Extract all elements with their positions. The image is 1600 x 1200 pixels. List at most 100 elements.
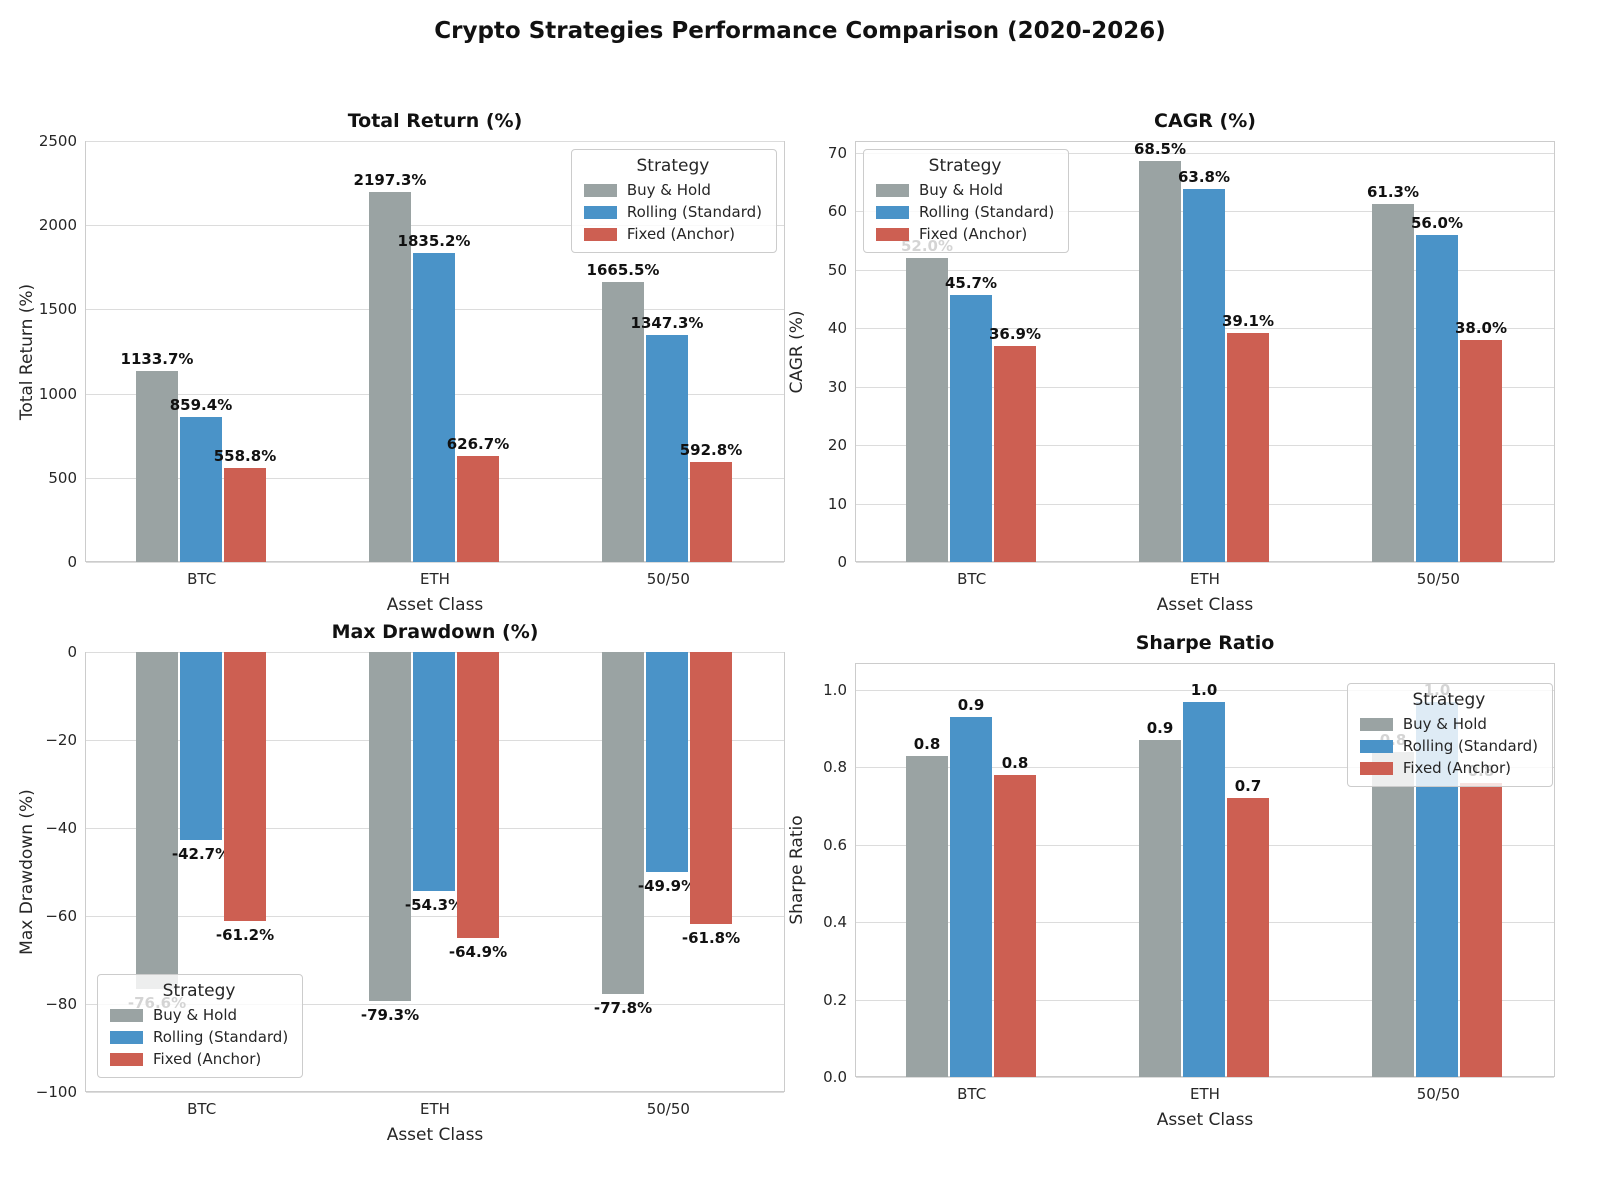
bar bbox=[906, 257, 948, 562]
legend-title: Strategy bbox=[636, 156, 710, 176]
legend-swatch-icon bbox=[876, 227, 909, 241]
bar-value-label: -54.3% bbox=[404, 895, 464, 914]
y-tick-label: 0.8 bbox=[823, 758, 847, 777]
subplot-total-return: Total Return (%) 0 500 1000 1500 2000 2500 1133… bbox=[0, 60, 800, 615]
x-axis-label: Asset Class bbox=[386, 1125, 484, 1145]
legend-item: Buy & Hold bbox=[110, 1006, 288, 1024]
bar bbox=[369, 191, 411, 562]
legend-swatch-icon bbox=[110, 1052, 143, 1066]
bar bbox=[602, 281, 644, 562]
bar bbox=[994, 346, 1036, 562]
subplot-title: Total Return (%) bbox=[347, 110, 523, 132]
y-tick-label: 0 bbox=[67, 643, 77, 661]
y-tick-label: 1000 bbox=[38, 384, 77, 403]
y-tick-label: 500 bbox=[48, 468, 77, 487]
y-tick-label: 0.6 bbox=[823, 835, 847, 854]
legend-item: Fixed (Anchor) bbox=[876, 225, 1054, 243]
bar bbox=[690, 652, 732, 924]
bar bbox=[180, 417, 222, 562]
legend-item-label: Buy & Hold bbox=[626, 181, 711, 199]
legend-swatch-icon bbox=[876, 183, 909, 197]
bar-value-label: 36.9% bbox=[988, 325, 1042, 344]
y-tick-label: 20 bbox=[827, 436, 847, 455]
legend-item-label: Buy & Hold bbox=[919, 181, 1004, 199]
bar-value-label: -77.8% bbox=[593, 999, 653, 1018]
bar-value-label: 2197.3% bbox=[353, 170, 427, 189]
x-tick-label: ETH bbox=[420, 570, 450, 588]
bar-value-label: 56.0% bbox=[1410, 213, 1464, 232]
bar bbox=[413, 252, 455, 562]
gridline bbox=[86, 1004, 784, 1005]
gridline bbox=[856, 562, 1554, 563]
y-tick-label: −60 bbox=[45, 907, 77, 925]
bar-value-label: 626.7% bbox=[446, 435, 510, 454]
gridline bbox=[86, 225, 784, 227]
y-tick-label: 1500 bbox=[38, 300, 77, 319]
bar bbox=[1460, 782, 1502, 1077]
subplot-sharpe-ratio: Sharpe Ratio 0.0 0.2 0.4 0.6 0.8 1.0 0.8 0.9 0.8 B… bbox=[787, 610, 1600, 1200]
bar bbox=[646, 335, 688, 562]
bar-value-label: -64.9% bbox=[448, 942, 508, 961]
bar-value-label: 45.7% bbox=[944, 273, 998, 292]
legend-swatch-icon bbox=[1359, 761, 1393, 775]
y-tick-label: 0.0 bbox=[823, 1068, 847, 1086]
y-tick-label: 0 bbox=[837, 553, 847, 571]
bar-value-label: 0.7 bbox=[1234, 777, 1262, 796]
legend-item: Rolling (Standard) bbox=[110, 1028, 288, 1046]
y-tick-label: 2000 bbox=[38, 216, 77, 235]
bar-value-label: 63.8% bbox=[1177, 167, 1231, 186]
legend-item-label: Rolling (Standard) bbox=[1402, 737, 1538, 755]
legend-item-label: Fixed (Anchor) bbox=[153, 1050, 262, 1068]
legend-swatch-icon bbox=[876, 205, 909, 219]
legend-title: Strategy bbox=[928, 156, 1002, 176]
gridline bbox=[856, 1077, 1554, 1078]
subplot-title: Sharpe Ratio bbox=[1135, 632, 1275, 654]
y-tick-label: 0.4 bbox=[823, 913, 847, 932]
x-tick-label: BTC bbox=[187, 1100, 217, 1118]
legend-swatch-icon bbox=[110, 1030, 143, 1044]
legend-item: Fixed (Anchor) bbox=[583, 225, 762, 243]
legend-item: Buy & Hold bbox=[583, 181, 762, 199]
gridline bbox=[86, 916, 784, 917]
bar-value-label: -79.3% bbox=[360, 1005, 420, 1024]
bar bbox=[1227, 798, 1269, 1077]
x-tick-label: 50/50 bbox=[646, 1100, 690, 1118]
legend-item-label: Buy & Hold bbox=[153, 1006, 238, 1024]
legend-title: Strategy bbox=[1412, 690, 1486, 710]
legend-item: Fixed (Anchor) bbox=[110, 1050, 288, 1068]
x-axis-label: Asset Class bbox=[386, 595, 484, 615]
legend-item: Buy & Hold bbox=[1359, 715, 1538, 733]
bar-value-label: -61.2% bbox=[215, 926, 275, 945]
bar bbox=[950, 294, 992, 562]
legend-swatch-icon bbox=[1359, 739, 1393, 753]
bar bbox=[1183, 188, 1225, 562]
gridline bbox=[86, 141, 784, 142]
bar bbox=[224, 467, 266, 562]
legend-swatch-icon bbox=[583, 205, 617, 219]
bar-value-label: 558.8% bbox=[213, 446, 277, 465]
y-axis-label: Total Return (%) bbox=[17, 283, 37, 420]
legend-item-label: Rolling (Standard) bbox=[153, 1028, 289, 1046]
legend-item-label: Rolling (Standard) bbox=[919, 203, 1055, 221]
bar bbox=[224, 652, 266, 922]
bar bbox=[906, 755, 948, 1077]
bar bbox=[457, 652, 499, 938]
legend-item-label: Buy & Hold bbox=[1402, 715, 1487, 733]
bar-value-label: 859.4% bbox=[169, 396, 233, 415]
legend-item: Fixed (Anchor) bbox=[1359, 759, 1538, 777]
y-tick-label: −20 bbox=[45, 731, 77, 749]
bar-value-label: 38.0% bbox=[1454, 318, 1508, 337]
y-tick-label: −40 bbox=[45, 819, 77, 837]
bar-value-label: -49.9% bbox=[637, 876, 697, 895]
bar-value-label: 1.0 bbox=[1190, 680, 1218, 699]
y-tick-label: 0.2 bbox=[823, 990, 847, 1009]
legend-swatch-icon bbox=[583, 227, 617, 241]
legend-swatch-icon bbox=[583, 183, 617, 197]
y-tick-label: 10 bbox=[827, 494, 847, 513]
bar bbox=[180, 652, 222, 840]
bar-value-label: 61.3% bbox=[1366, 182, 1420, 201]
legend: Strategy Buy & Hold Rolling (Standard) Fixe… bbox=[863, 149, 1070, 253]
bar bbox=[1227, 333, 1269, 562]
x-tick-label: 50/50 bbox=[646, 570, 690, 588]
